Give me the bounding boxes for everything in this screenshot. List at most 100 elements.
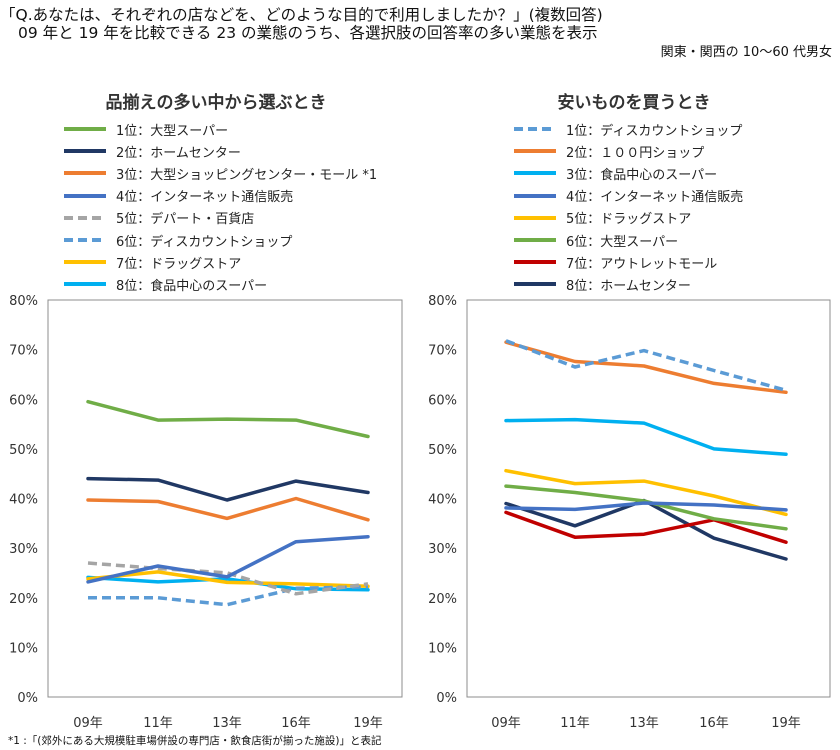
right-plot-frame — [466, 299, 831, 698]
right-x-tick-label: 11年 — [560, 716, 590, 731]
right-series-line-1 — [505, 339, 787, 392]
legend-label: 5位：デパート・百貨店 — [116, 212, 255, 228]
legend-label: 2位：ホームセンター — [116, 145, 241, 161]
left-legend-item: 6位：ディスカウントショップ — [62, 229, 377, 251]
left-y-tick-label: 50% — [9, 443, 38, 458]
right-x-tick-label: 13年 — [629, 716, 659, 731]
legend-label: 8位：ホームセンター — [566, 278, 691, 294]
right-y-tick-label: 80% — [428, 294, 457, 309]
legend-label: 8位：食品中心のスーパー — [116, 278, 268, 294]
left-plot-frame — [47, 299, 403, 698]
right-y-tick-label: 20% — [428, 592, 457, 607]
left-series-line-7 — [86, 570, 370, 589]
subtitle-text: 09 年と 19 年を比較できる 23 の業態のうち、各選択肢の回答率の多い業態… — [18, 24, 598, 42]
legend-label: 3位：食品中心のスーパー — [566, 167, 718, 183]
legend-swatch — [62, 280, 108, 288]
right-y-tick-label: 60% — [428, 393, 457, 408]
left-series-line-1 — [86, 399, 370, 439]
legend-label: 1位：大型スーパー — [116, 123, 229, 139]
legend-swatch — [512, 258, 558, 266]
right-series-line-4 — [504, 501, 788, 512]
right-y-tick-label: 70% — [428, 344, 457, 359]
legend-swatch — [62, 147, 108, 155]
left-y-tick-label: 60% — [9, 393, 38, 408]
right-series-line-7 — [504, 510, 788, 544]
left-legend-item: 2位：ホームセンター — [62, 140, 377, 162]
left-x-tick-label: 09年 — [73, 716, 103, 731]
legend-label: 7位：アウトレットモール — [566, 256, 718, 272]
right-x-tick-label: 09年 — [491, 716, 521, 731]
right-legend-item: 5位：ドラッグストア — [512, 207, 743, 229]
left-series-line-2 — [86, 476, 370, 502]
respondents-text: 関東・関西の 10〜60 代男女 — [660, 45, 832, 60]
left-x-tick-label: 19年 — [353, 716, 383, 731]
right-legend-item: 3位：食品中心のスーパー — [512, 162, 743, 184]
legend-swatch — [62, 236, 108, 244]
right-series-line-6 — [504, 484, 788, 531]
legend-swatch — [512, 147, 558, 155]
left-series-line-5 — [87, 561, 369, 596]
left-y-tick-label: 30% — [9, 542, 38, 557]
left-y-tick-label: 70% — [9, 344, 38, 359]
left-legend-item: 5位：デパート・百貨店 — [62, 207, 377, 229]
right-chart-legend: 1位：ディスカウントショップ 2位：１００円ショップ 3位：食品中心のスーパー 4位：… — [512, 118, 743, 296]
right-x-tick-label: 19年 — [771, 716, 801, 731]
legend-swatch — [62, 169, 108, 177]
legend-swatch — [512, 236, 558, 244]
right-x-tick-label: 16年 — [699, 716, 729, 731]
left-chart-title: 品揃えの多い中から選ぶとき — [105, 93, 327, 113]
left-y-tick-label: 10% — [9, 641, 38, 656]
left-series-line-4 — [86, 534, 370, 584]
right-series-line-2 — [504, 340, 788, 395]
left-series-line-8 — [86, 575, 370, 592]
right-y-tick-label: 40% — [428, 493, 457, 508]
legend-label: 1位：ディスカウントショップ — [566, 123, 743, 139]
left-legend-item: 1位：大型スーパー — [62, 118, 377, 140]
left-series-line-6 — [88, 585, 369, 607]
legend-label: 3位：大型ショッピングセンター・モール *1 — [116, 167, 378, 183]
left-legend-item: 4位：インターネット通信販売 — [62, 185, 377, 207]
legend-swatch — [512, 125, 558, 133]
left-y-tick-label: 0% — [17, 691, 38, 706]
legend-swatch — [62, 214, 108, 222]
legend-label: 7位：ドラッグストア — [116, 256, 242, 272]
left-chart-legend: 1位：大型スーパー 2位：ホームセンター 3位：大型ショッピングセンター・モール *… — [62, 118, 377, 296]
legend-label: 4位：インターネット通信販売 — [566, 190, 744, 206]
legend-swatch — [512, 192, 558, 200]
legend-label: 6位：ディスカウントショップ — [116, 234, 293, 250]
right-legend-item: 7位：アウトレットモール — [512, 251, 743, 273]
legend-label: 5位：ドラッグストア — [566, 212, 692, 228]
legend-swatch — [62, 192, 108, 200]
legend-label: 4位：インターネット通信販売 — [116, 190, 294, 206]
left-legend-item: 7位：ドラッグストア — [62, 251, 377, 273]
right-y-tick-label: 30% — [428, 542, 457, 557]
legend-label: 6位：大型スーパー — [566, 234, 679, 250]
right-legend-item: 8位：ホームセンター — [512, 273, 743, 295]
left-series-line-3 — [86, 496, 370, 522]
footnote: *1 :「(郊外にある大規模駐車場併設の専門店・飲食店街が揃った施設)」と表記 — [8, 735, 382, 747]
legend-swatch — [512, 280, 558, 288]
right-y-tick-label: 50% — [428, 443, 457, 458]
right-series-line-3 — [504, 417, 788, 457]
legend-swatch — [62, 258, 108, 266]
right-legend-item: 1位：ディスカウントショップ — [512, 118, 743, 140]
legend-swatch — [512, 169, 558, 177]
legend-label: 2位：１００円ショップ — [566, 145, 705, 161]
left-x-tick-label: 11年 — [143, 716, 173, 731]
left-y-tick-label: 80% — [9, 294, 38, 309]
left-x-tick-label: 13年 — [212, 716, 242, 731]
right-chart-title: 安いものを買うとき — [557, 93, 711, 113]
left-legend-item: 8位：食品中心のスーパー — [62, 273, 377, 295]
right-legend-item: 6位：大型スーパー — [512, 229, 743, 251]
right-y-tick-label: 0% — [436, 691, 457, 706]
left-y-tick-label: 40% — [9, 493, 38, 508]
left-legend-item: 3位：大型ショッピングセンター・モール *1 — [62, 162, 377, 184]
right-legend-item: 2位：１００円ショップ — [512, 140, 743, 162]
legend-swatch — [62, 125, 108, 133]
right-series-line-5 — [504, 468, 788, 517]
right-y-tick-label: 10% — [428, 641, 457, 656]
question-text: 「Q.あなたは、それぞれの店などを、どのような目的で利用しましたか？」(複数回答… — [0, 6, 603, 24]
right-legend-item: 4位：インターネット通信販売 — [512, 185, 743, 207]
left-y-tick-label: 20% — [9, 592, 38, 607]
